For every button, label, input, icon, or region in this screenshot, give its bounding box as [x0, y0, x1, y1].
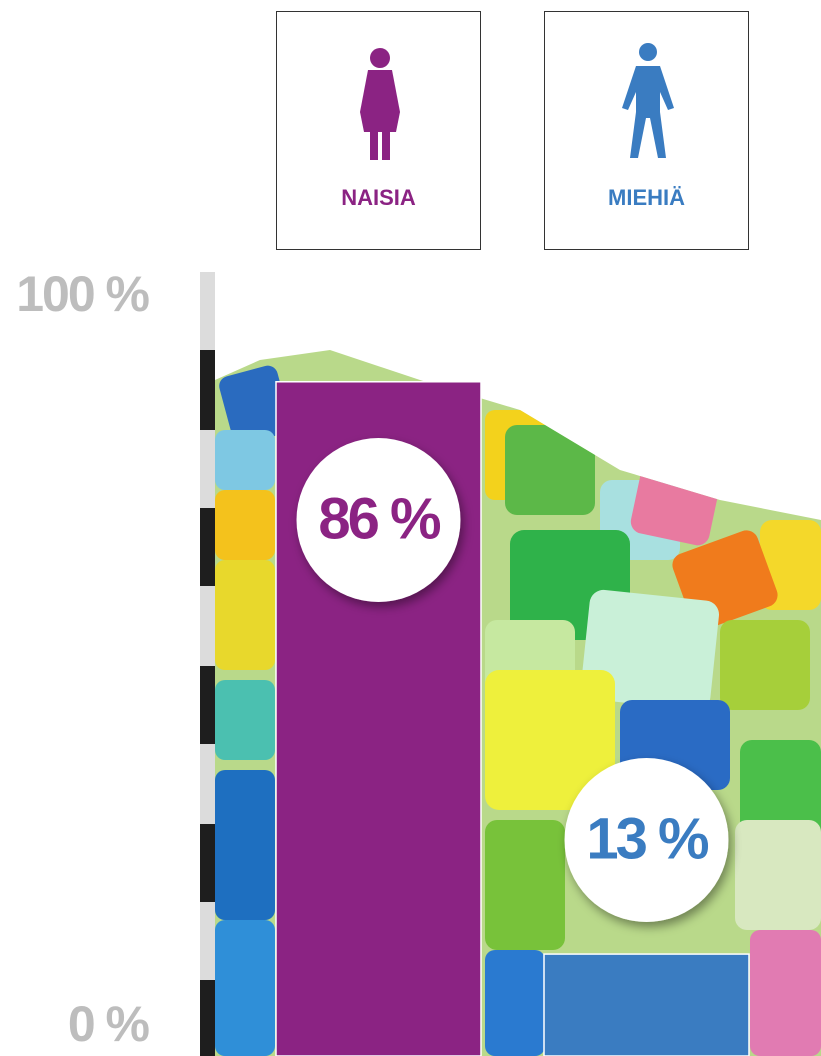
chart: 0 % 100 % NAISIA 86 % MIEHIÄ 13 %	[0, 0, 821, 1056]
legend-box	[545, 12, 749, 250]
axis-bar	[200, 272, 215, 1056]
legend-box	[277, 12, 481, 250]
legend-label: MIEHIÄ	[608, 185, 685, 210]
legend-label: NAISIA	[341, 185, 416, 210]
value-label: 13 %	[586, 806, 709, 871]
y-tick-label: 100 %	[16, 266, 149, 322]
bar	[544, 954, 749, 1056]
y-tick-label: 0 %	[68, 996, 150, 1052]
value-label: 86 %	[318, 486, 441, 551]
